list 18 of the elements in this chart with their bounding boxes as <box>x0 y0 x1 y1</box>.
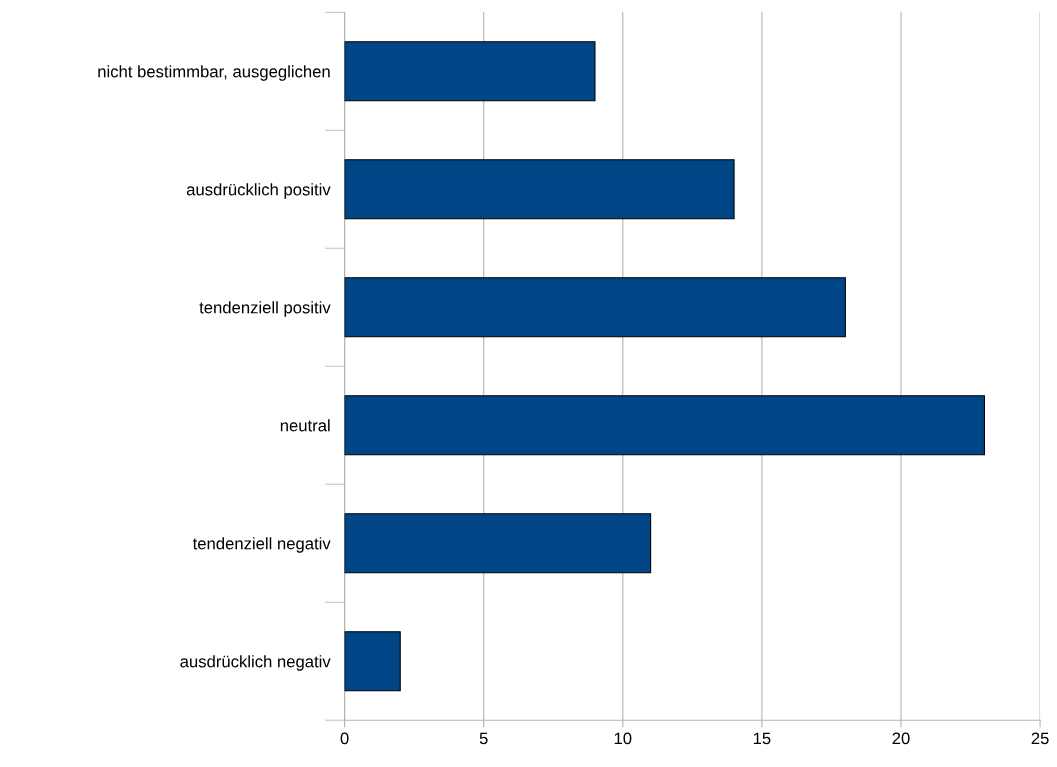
bar <box>344 41 596 102</box>
x-tick-label: 15 <box>753 732 771 745</box>
bar <box>344 395 986 456</box>
bar <box>344 277 846 338</box>
y-tick-label: tendenziell positiv <box>199 301 331 317</box>
x-tick-label: 10 <box>614 732 632 745</box>
bar <box>344 513 652 574</box>
bar <box>344 159 735 220</box>
y-tick-label: neutral <box>280 419 330 432</box>
x-tick-label: 5 <box>479 732 488 745</box>
y-tick-label: nicht bestimmbar, ausgeglichen <box>98 65 330 81</box>
y-tick-label: ausdrücklich positiv <box>186 183 331 199</box>
y-tick-label: tendenziell negativ <box>192 537 331 553</box>
bar <box>344 631 401 692</box>
y-tick-label: ausdrücklich negativ <box>180 655 331 671</box>
x-tick-label: 25 <box>1031 732 1049 745</box>
x-tick-label: 20 <box>892 732 910 745</box>
x-tick-label: 0 <box>340 732 349 745</box>
